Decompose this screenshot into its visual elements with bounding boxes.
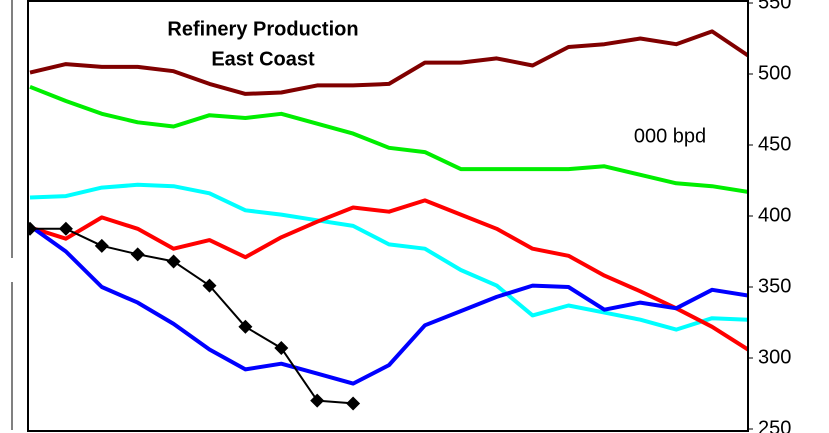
y-tick-label: 400 bbox=[758, 204, 791, 226]
annotation: 000 bpd bbox=[634, 125, 706, 147]
y-tick-label: 450 bbox=[758, 133, 791, 155]
point-marker bbox=[130, 247, 145, 262]
plot-area bbox=[28, 29, 748, 411]
point-marker bbox=[166, 254, 181, 269]
point-marker bbox=[202, 278, 217, 293]
point-marker bbox=[28, 221, 37, 236]
point-marker bbox=[94, 238, 109, 253]
series-line bbox=[29, 84, 748, 194]
chart-subtitle: East Coast bbox=[211, 48, 315, 70]
series-line bbox=[29, 198, 748, 352]
series-line bbox=[30, 227, 354, 405]
point-marker bbox=[310, 393, 325, 408]
point-marker bbox=[274, 341, 289, 356]
point-marker bbox=[238, 319, 253, 334]
series-line bbox=[29, 182, 748, 332]
point-marker bbox=[346, 396, 361, 411]
y-tick-label: 350 bbox=[758, 275, 791, 297]
point-marker bbox=[58, 221, 73, 236]
series-line bbox=[29, 29, 748, 96]
y-tick-label: 250 bbox=[758, 417, 791, 433]
y-tick-label: 300 bbox=[758, 346, 791, 368]
chart-title: Refinery Production bbox=[167, 18, 358, 40]
series-line bbox=[28, 224, 748, 386]
y-tick-label: 500 bbox=[758, 62, 791, 84]
y-tick-label: 550 bbox=[758, 0, 791, 13]
